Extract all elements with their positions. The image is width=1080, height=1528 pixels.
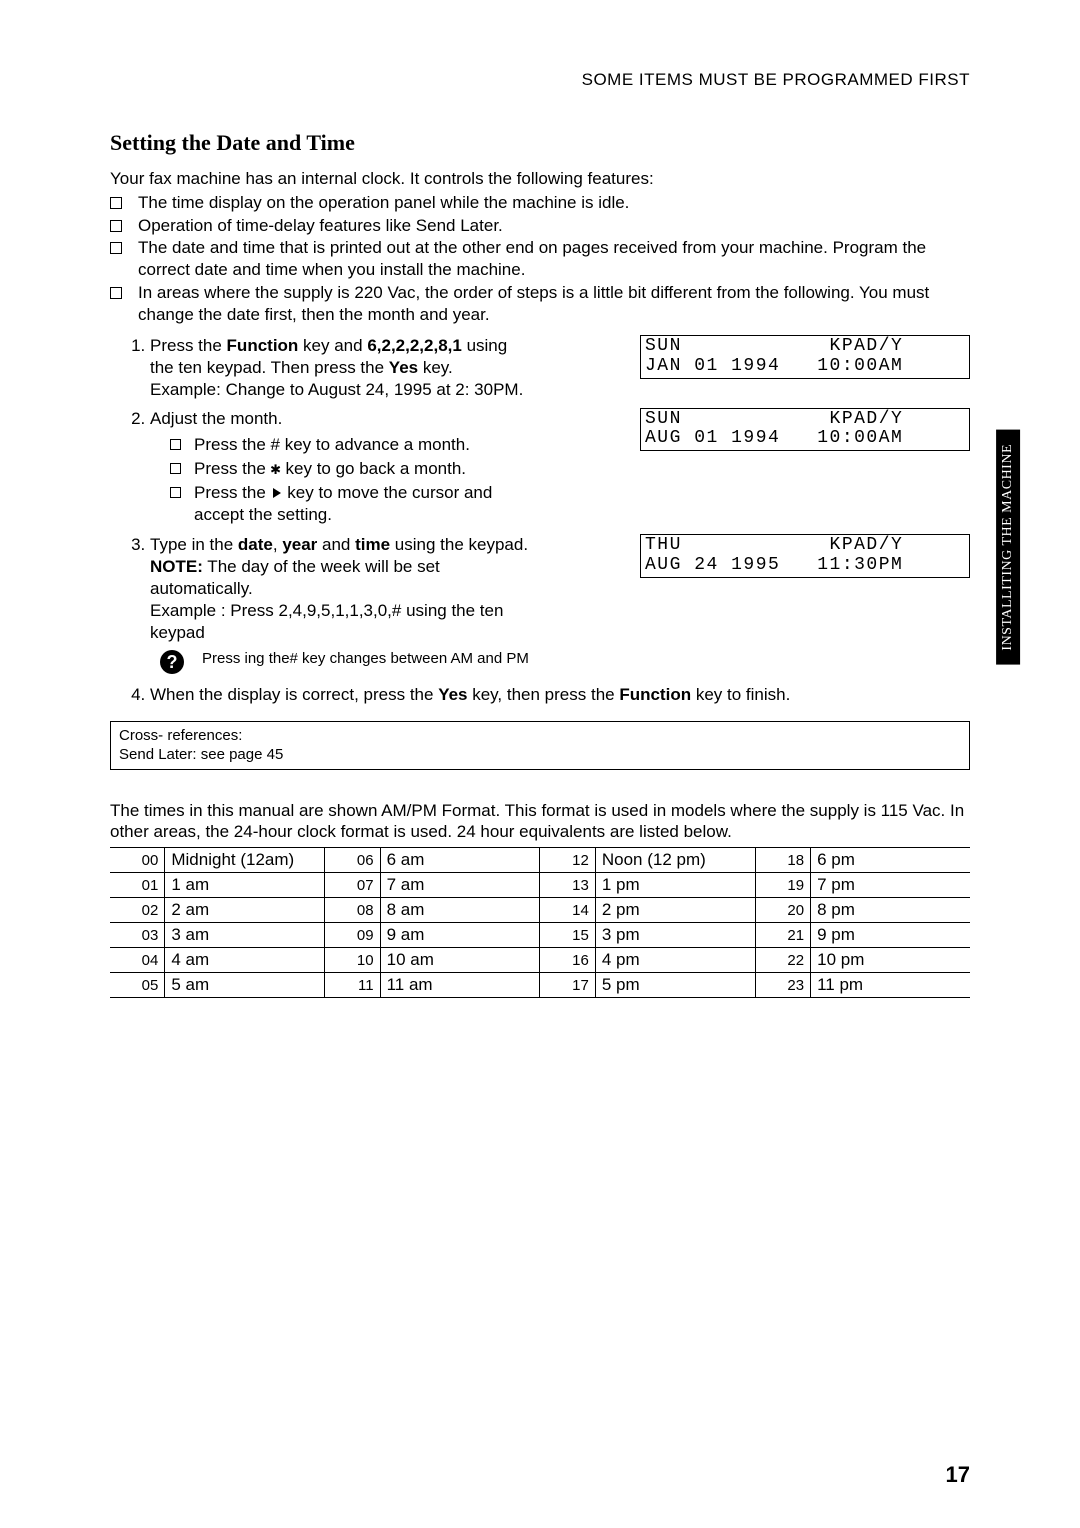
- sub-bullet-text: Press the key to move the cursor and acc…: [194, 483, 492, 524]
- hour-label-cell: 7 am: [380, 873, 540, 898]
- side-tab: INSTALLITING THE MACHINE: [996, 430, 1020, 665]
- hour-24-cell: 04: [110, 948, 165, 973]
- bullet-icon: [170, 439, 181, 450]
- hour-24-cell: 01: [110, 873, 165, 898]
- hour-24-cell: 12: [540, 848, 595, 873]
- section-title: Setting the Date and Time: [110, 130, 970, 156]
- hour-label-cell: 3 pm: [595, 923, 755, 948]
- hour-label-cell: 11 am: [380, 973, 540, 998]
- hour-24-cell: 00: [110, 848, 165, 873]
- bullet-icon: [170, 463, 181, 474]
- bullet-icon: [110, 287, 122, 299]
- bullet-text: Operation of time-delay features like Se…: [138, 216, 503, 235]
- hour-24-cell: 23: [755, 973, 810, 998]
- hour-label-cell: 9 pm: [811, 923, 970, 948]
- hour-label-cell: 4 pm: [595, 948, 755, 973]
- bullet-text: The time display on the operation panel …: [138, 193, 629, 212]
- bullet-text: In areas where the supply is 220 Vac, th…: [138, 283, 929, 324]
- intro-bullet-list: The time display on the operation panel …: [110, 192, 970, 326]
- hour-label-cell: 11 pm: [811, 973, 970, 998]
- hour-label-cell: 6 am: [380, 848, 540, 873]
- hour-label-cell: 7 pm: [811, 873, 970, 898]
- hour-24-cell: 15: [540, 923, 595, 948]
- hour-label-cell: 3 am: [165, 923, 325, 948]
- bullet-icon: [110, 242, 122, 254]
- step3-text: Type in the date, year and time using th…: [150, 534, 530, 644]
- step2-text: Adjust the month. Press the # key to adv…: [150, 408, 530, 528]
- hour-label-cell: 2 pm: [595, 898, 755, 923]
- hint-row: ? Press ing the# key changes between AM …: [160, 650, 970, 674]
- hour-24-cell: 02: [110, 898, 165, 923]
- hour-24-cell: 09: [325, 923, 380, 948]
- hour-label-cell: 1 am: [165, 873, 325, 898]
- step4-text: When the display is correct, press the Y…: [150, 684, 970, 706]
- hour-24-cell: 05: [110, 973, 165, 998]
- hour-24-cell: 11: [325, 973, 380, 998]
- hour-label-cell: 10 pm: [811, 948, 970, 973]
- intro-text: Your fax machine has an internal clock. …: [110, 168, 970, 190]
- sub-bullet-text: Press the ✱ key to go back a month.: [194, 459, 466, 478]
- right-arrow-icon: [273, 488, 281, 498]
- bullet-icon: [170, 487, 181, 498]
- hint-text: Press ing the# key changes between AM an…: [202, 650, 529, 667]
- running-header: SOME ITEMS MUST BE PROGRAMMED FIRST: [110, 70, 970, 90]
- bullet-icon: [110, 220, 122, 232]
- lcd-display-1: SUN KPAD/Y JAN 01 1994 10:00AM: [640, 335, 970, 379]
- xref-title: Cross- references:: [119, 726, 961, 746]
- lcd-display-3: THU KPAD/Y AUG 24 1995 11:30PM: [640, 534, 970, 578]
- hour-24-cell: 03: [110, 923, 165, 948]
- steps-list-cont: When the display is correct, press the Y…: [110, 684, 970, 706]
- time-conversion-table: 00Midnight (12am)066 am12Noon (12 pm)186…: [110, 847, 970, 998]
- hour-label-cell: 6 pm: [811, 848, 970, 873]
- hour-24-cell: 16: [540, 948, 595, 973]
- hour-24-cell: 10: [325, 948, 380, 973]
- hour-24-cell: 08: [325, 898, 380, 923]
- cross-reference-box: Cross- references: Send Later: see page …: [110, 721, 970, 770]
- hour-24-cell: 17: [540, 973, 595, 998]
- hour-label-cell: 5 pm: [595, 973, 755, 998]
- bullet-text: The date and time that is printed out at…: [138, 238, 926, 279]
- steps-list: Press the Function key and 6,2,2,2,2,8,1…: [110, 335, 970, 644]
- hour-label-cell: 10 am: [380, 948, 540, 973]
- hour-24-cell: 18: [755, 848, 810, 873]
- hour-label-cell: 5 am: [165, 973, 325, 998]
- hour-label-cell: 9 am: [380, 923, 540, 948]
- hour-label-cell: 8 pm: [811, 898, 970, 923]
- step1-text: Press the Function key and 6,2,2,2,2,8,1…: [150, 335, 530, 401]
- hour-24-cell: 19: [755, 873, 810, 898]
- hour-24-cell: 13: [540, 873, 595, 898]
- hour-24-cell: 21: [755, 923, 810, 948]
- hour-24-cell: 22: [755, 948, 810, 973]
- bullet-icon: [110, 197, 122, 209]
- hour-24-cell: 20: [755, 898, 810, 923]
- hour-24-cell: 14: [540, 898, 595, 923]
- hour-label-cell: 2 am: [165, 898, 325, 923]
- time-format-intro: The times in this manual are shown AM/PM…: [110, 800, 970, 844]
- hour-24-cell: 07: [325, 873, 380, 898]
- hour-label-cell: 8 am: [380, 898, 540, 923]
- hour-label-cell: Noon (12 pm): [595, 848, 755, 873]
- hour-24-cell: 06: [325, 848, 380, 873]
- hour-label-cell: 1 pm: [595, 873, 755, 898]
- sub-bullet-text: Press the # key to advance a month.: [194, 435, 470, 454]
- page-number: 17: [946, 1462, 970, 1488]
- lcd-display-2: SUN KPAD/Y AUG 01 1994 10:00AM: [640, 408, 970, 452]
- xref-line: Send Later: see page 45: [119, 745, 961, 765]
- question-icon: ?: [160, 650, 184, 674]
- hour-label-cell: 4 am: [165, 948, 325, 973]
- hour-label-cell: Midnight (12am): [165, 848, 325, 873]
